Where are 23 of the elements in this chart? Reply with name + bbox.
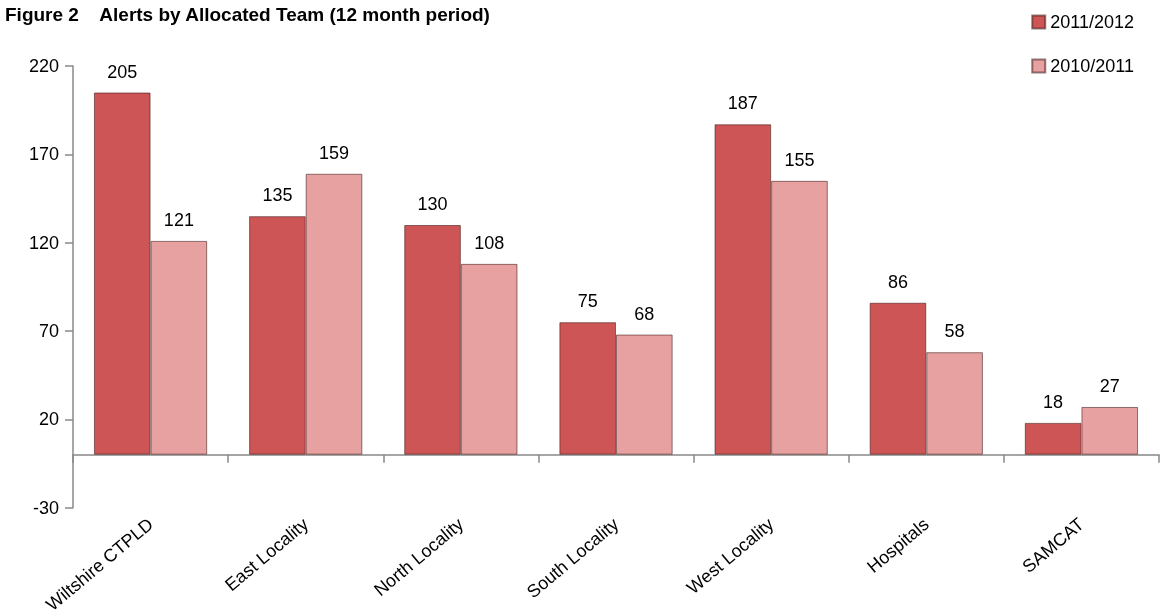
data-label: 121 [163, 209, 194, 230]
data-label: 159 [319, 142, 350, 163]
data-label: 187 [727, 93, 758, 114]
legend-label: 2010/2011 [1050, 56, 1135, 76]
data-label: 18 [1043, 391, 1064, 412]
y-tick-label: 20 [38, 409, 59, 430]
y-tick-label: 170 [28, 144, 59, 165]
data-label: 86 [887, 271, 908, 292]
legend-label: 2011/2012 [1050, 12, 1135, 32]
data-label: 130 [417, 194, 448, 214]
chart-title: Figure 2 Alerts by Allocated Team (12 month period) [5, 4, 490, 25]
y-tick-label: -30 [32, 497, 59, 518]
data-label: 27 [1099, 375, 1120, 396]
data-label: 68 [634, 303, 655, 324]
y-tick-label: 120 [28, 232, 59, 253]
data-label: 58 [944, 321, 965, 342]
data-label: 205 [107, 61, 138, 82]
data-label: 155 [784, 149, 815, 170]
y-tick-label: 220 [28, 56, 59, 76]
data-label: 108 [474, 232, 505, 253]
data-label: 135 [262, 185, 293, 206]
y-tick-label: 70 [38, 321, 59, 342]
data-label: 75 [577, 291, 598, 312]
